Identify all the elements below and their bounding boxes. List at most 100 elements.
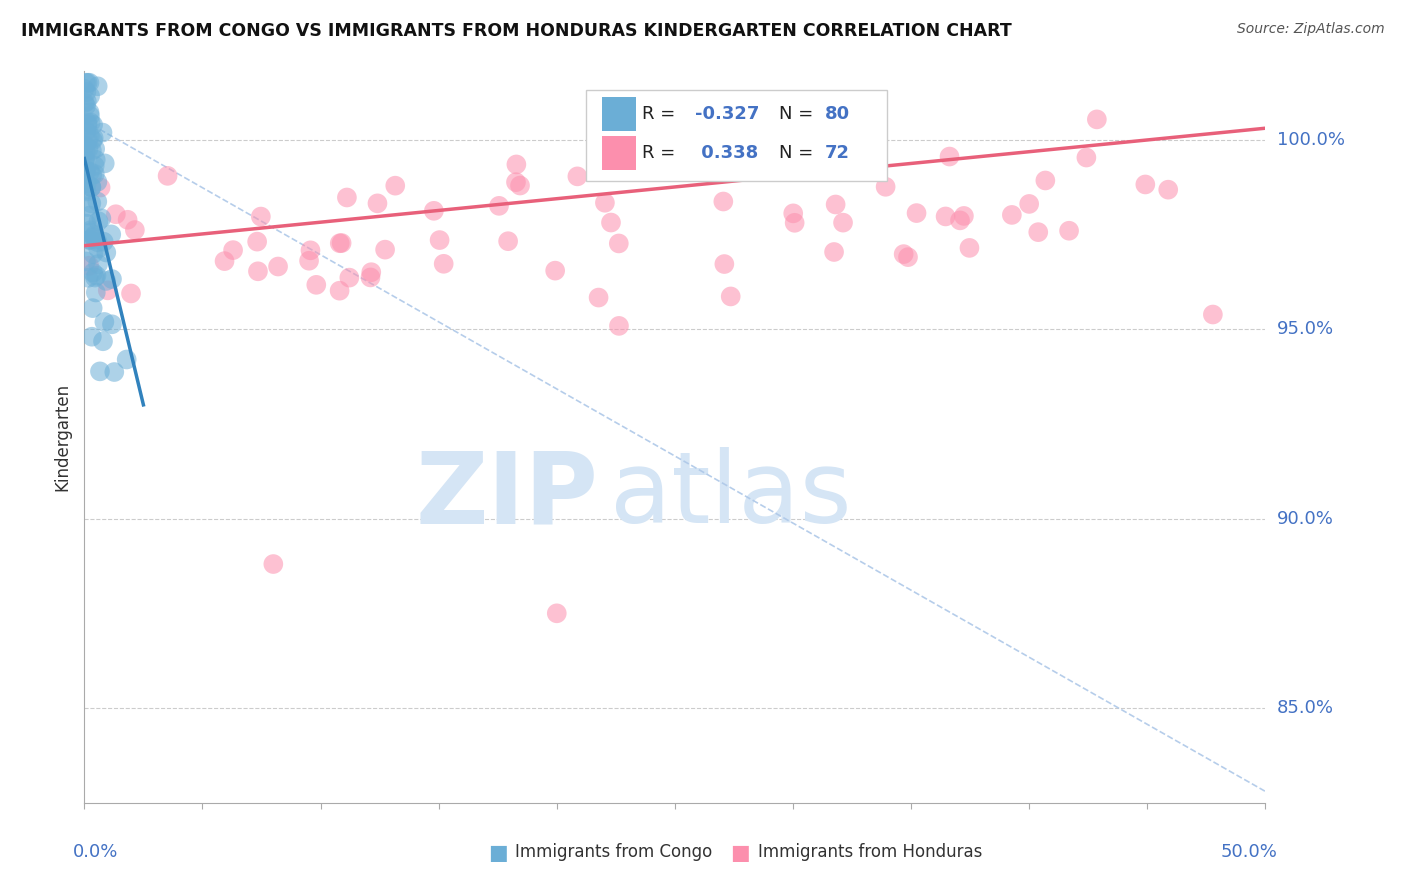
Point [86, 79, 108, 94]
Point [366, 196, 388, 211]
Point [79, 165, 101, 179]
Point [80, 329, 103, 343]
Text: R =: R = [641, 104, 681, 123]
Point [607, 236, 630, 251]
Text: N =: N = [779, 104, 818, 123]
Text: atlas: atlas [610, 447, 852, 544]
Point [79, 115, 101, 129]
Point [488, 199, 510, 213]
Point [1057, 224, 1080, 238]
Point [1202, 308, 1225, 322]
Point [83, 227, 105, 242]
Point [82, 133, 104, 147]
Point [101, 318, 124, 332]
Point [75, 217, 97, 231]
Point [79, 129, 101, 144]
Text: ■: ■ [488, 843, 508, 863]
Point [329, 236, 352, 251]
Point [90, 180, 112, 194]
Text: N =: N = [779, 145, 818, 162]
Point [1085, 112, 1108, 127]
Point [82, 247, 104, 261]
Point [360, 265, 382, 279]
Text: 0.338: 0.338 [695, 145, 758, 162]
Point [82, 169, 104, 183]
Point [246, 264, 269, 278]
Point [337, 270, 360, 285]
Point [607, 318, 630, 333]
Point [783, 216, 806, 230]
Point [935, 210, 957, 224]
Point [82, 118, 104, 132]
Point [423, 203, 446, 218]
Text: 0.0%: 0.0% [73, 843, 118, 861]
Point [496, 234, 519, 248]
Point [267, 260, 290, 274]
Point [84, 142, 107, 156]
Point [91, 334, 114, 349]
Point [80, 180, 103, 194]
Point [433, 257, 456, 271]
Point [905, 206, 928, 220]
Point [83, 167, 105, 181]
Point [330, 235, 353, 250]
Text: 85.0%: 85.0% [1277, 699, 1333, 717]
Point [75, 153, 97, 167]
Point [830, 148, 852, 162]
Point [101, 272, 124, 286]
Point [82, 301, 104, 315]
FancyBboxPatch shape [602, 136, 636, 170]
Point [73, 95, 96, 110]
Point [79, 105, 101, 120]
Text: 90.0%: 90.0% [1277, 509, 1333, 527]
Point [76, 185, 98, 199]
Point [75, 163, 97, 178]
Point [90, 211, 112, 226]
Point [832, 216, 855, 230]
Point [94, 274, 117, 288]
Point [299, 244, 322, 258]
Point [80, 144, 103, 158]
Point [329, 284, 352, 298]
Point [262, 557, 284, 571]
Point [79, 233, 101, 247]
Point [100, 227, 122, 242]
Point [83, 131, 105, 145]
Point [593, 195, 616, 210]
Point [89, 364, 111, 378]
Point [505, 175, 527, 189]
Point [546, 607, 568, 621]
Point [75, 145, 97, 159]
Point [83, 230, 105, 244]
Point [75, 165, 97, 179]
Text: 72: 72 [825, 145, 849, 162]
Point [1135, 178, 1157, 192]
Point [156, 169, 179, 183]
Point [77, 259, 100, 273]
Point [75, 99, 97, 113]
Point [250, 210, 273, 224]
Point [84, 285, 107, 300]
Point [86, 235, 108, 250]
Point [79, 209, 101, 223]
Point [79, 89, 101, 103]
Point [305, 277, 328, 292]
Text: Immigrants from Honduras: Immigrants from Honduras [758, 843, 981, 861]
Point [79, 76, 101, 90]
Point [600, 215, 623, 229]
Point [87, 214, 110, 228]
Point [1018, 197, 1040, 211]
Point [509, 178, 531, 193]
FancyBboxPatch shape [586, 90, 887, 181]
Point [823, 245, 845, 260]
Point [246, 235, 269, 249]
Point [79, 226, 101, 240]
Point [374, 243, 396, 257]
Text: 80: 80 [825, 104, 851, 123]
Point [82, 266, 104, 280]
Point [84, 153, 107, 167]
Point [76, 177, 98, 191]
Point [824, 197, 846, 211]
Point [79, 223, 101, 237]
Point [87, 257, 110, 271]
